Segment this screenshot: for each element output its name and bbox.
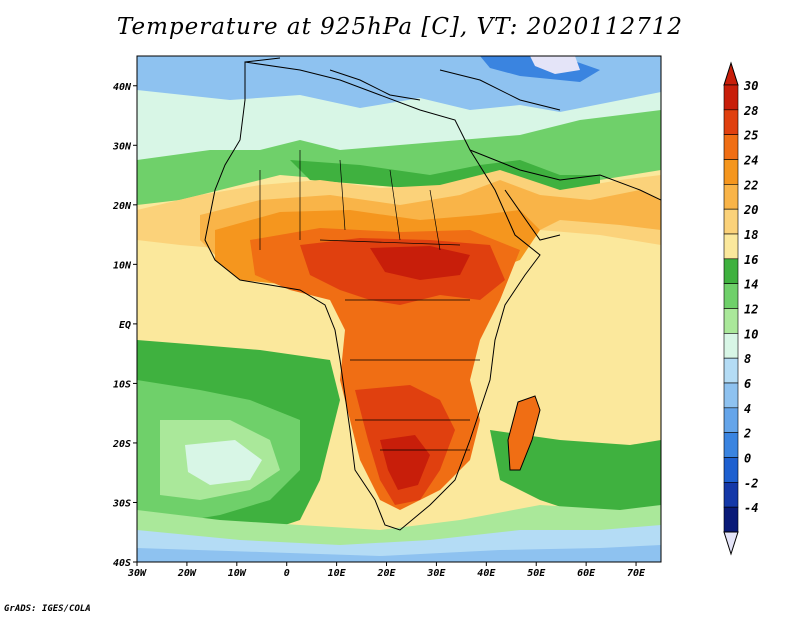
colorbar-swatch (723, 208, 739, 235)
colorbar-swatch (723, 333, 739, 359)
lon-tick-label: 70E (627, 568, 646, 579)
colorbar-swatch (723, 482, 739, 508)
colorbar-swatch (723, 84, 739, 111)
field-hot-core (250, 228, 520, 510)
colorbar-label: 20 (743, 203, 758, 217)
map-frame (136, 55, 662, 563)
lon-tick-label: 30E (426, 568, 446, 579)
lat-tick-label: EQ (119, 320, 131, 331)
colorbar-swatch (723, 382, 739, 409)
field-north-mild (137, 90, 661, 190)
lon-tick-label: 50E (527, 568, 546, 579)
field-south-blue (137, 545, 661, 562)
africa-coastline (204, 61, 541, 531)
field-north-green (137, 110, 661, 205)
colorbar-swatch (723, 432, 739, 458)
colorbar-label: 14 (744, 278, 758, 292)
lon-tick-label: 20E (376, 568, 396, 579)
borders (259, 150, 480, 451)
colorbar-swatch (723, 233, 739, 260)
colorbar-under-arrow (723, 531, 739, 556)
lon-tick-label: 60E (577, 568, 596, 579)
coastlines (204, 57, 661, 531)
field-madagascar (508, 396, 540, 470)
arabia-coastline (469, 149, 661, 241)
lat-axis: 40N 30N 20N 10N EQ 10S 20S 30S 40S (112, 82, 137, 569)
field-south-indian-green (490, 430, 661, 520)
lon-tick-label: 20W (177, 568, 197, 579)
lat-tick-label: 40N (113, 82, 132, 93)
colorbar-swatch (723, 357, 739, 384)
colorbar-label: 22 (743, 178, 758, 192)
lon-tick-label: 10W (228, 568, 247, 579)
lat-tick-label: 20N (112, 201, 132, 212)
colorbar-swatch (723, 184, 739, 210)
lon-tick-label: 30W (127, 568, 147, 579)
colorbar-swatch (723, 258, 739, 284)
colorbar-label: 18 (744, 228, 758, 242)
colorbar-swatch (723, 134, 739, 160)
colorbar-swatch (723, 457, 739, 483)
colorbar-label: 10 (744, 327, 758, 341)
lat-tick-label: 20S (112, 439, 131, 450)
field-peak-south (380, 435, 430, 490)
colorbar-swatch (723, 159, 739, 185)
colorbar-label: 28 (743, 104, 758, 118)
field-south-atlantic-mint (185, 440, 262, 485)
colorbar-label: 30 (743, 79, 758, 93)
colorbar-label: 4 (744, 402, 751, 416)
colorbar-label: 2 (743, 427, 751, 441)
colorbar-label: -4 (744, 501, 758, 515)
lat-tick-label: 40S (113, 558, 131, 569)
colorbar-over-arrow (723, 61, 739, 86)
lat-tick-label: 10S (113, 379, 131, 390)
field-cold-spot (530, 56, 580, 74)
colorbar-swatch (723, 407, 739, 433)
field-peak (370, 246, 470, 280)
europe-coastline (244, 57, 561, 111)
colorbar-label: 25 (743, 129, 758, 143)
lon-axis: 30W 20W 10W 0 10E 20E 30E 40E 50E 60E 70E (127, 562, 646, 579)
lon-tick-label: 10E (328, 568, 347, 579)
madagascar-coastline (507, 395, 541, 471)
colorbar-swatch (723, 308, 739, 334)
colorbar-label: -2 (744, 476, 758, 490)
colorbar-swatch (723, 283, 739, 309)
colorbar-label: 12 (744, 303, 758, 317)
lat-tick-label: 30N (112, 141, 132, 152)
credit-label: GrADS: IGES/COLA (4, 604, 91, 614)
lon-tick-label: 0 (284, 568, 290, 579)
map-plot-area (137, 56, 661, 562)
colorbar-label: 6 (744, 377, 751, 391)
lat-tick-label: 30S (112, 498, 131, 509)
colorbar-label: 16 (744, 253, 758, 267)
colorbar-label: 24 (743, 154, 758, 168)
colorbar-label: 8 (744, 352, 751, 366)
colorbar-swatch (723, 506, 739, 533)
map-title: Temperature at 925hPa [C], VT: 202011271… (116, 14, 684, 40)
colorbar-label: 0 (744, 452, 751, 466)
colorbar-swatch (723, 109, 739, 135)
lat-tick-label: 10N (113, 260, 132, 271)
lon-tick-label: 40E (477, 568, 496, 579)
